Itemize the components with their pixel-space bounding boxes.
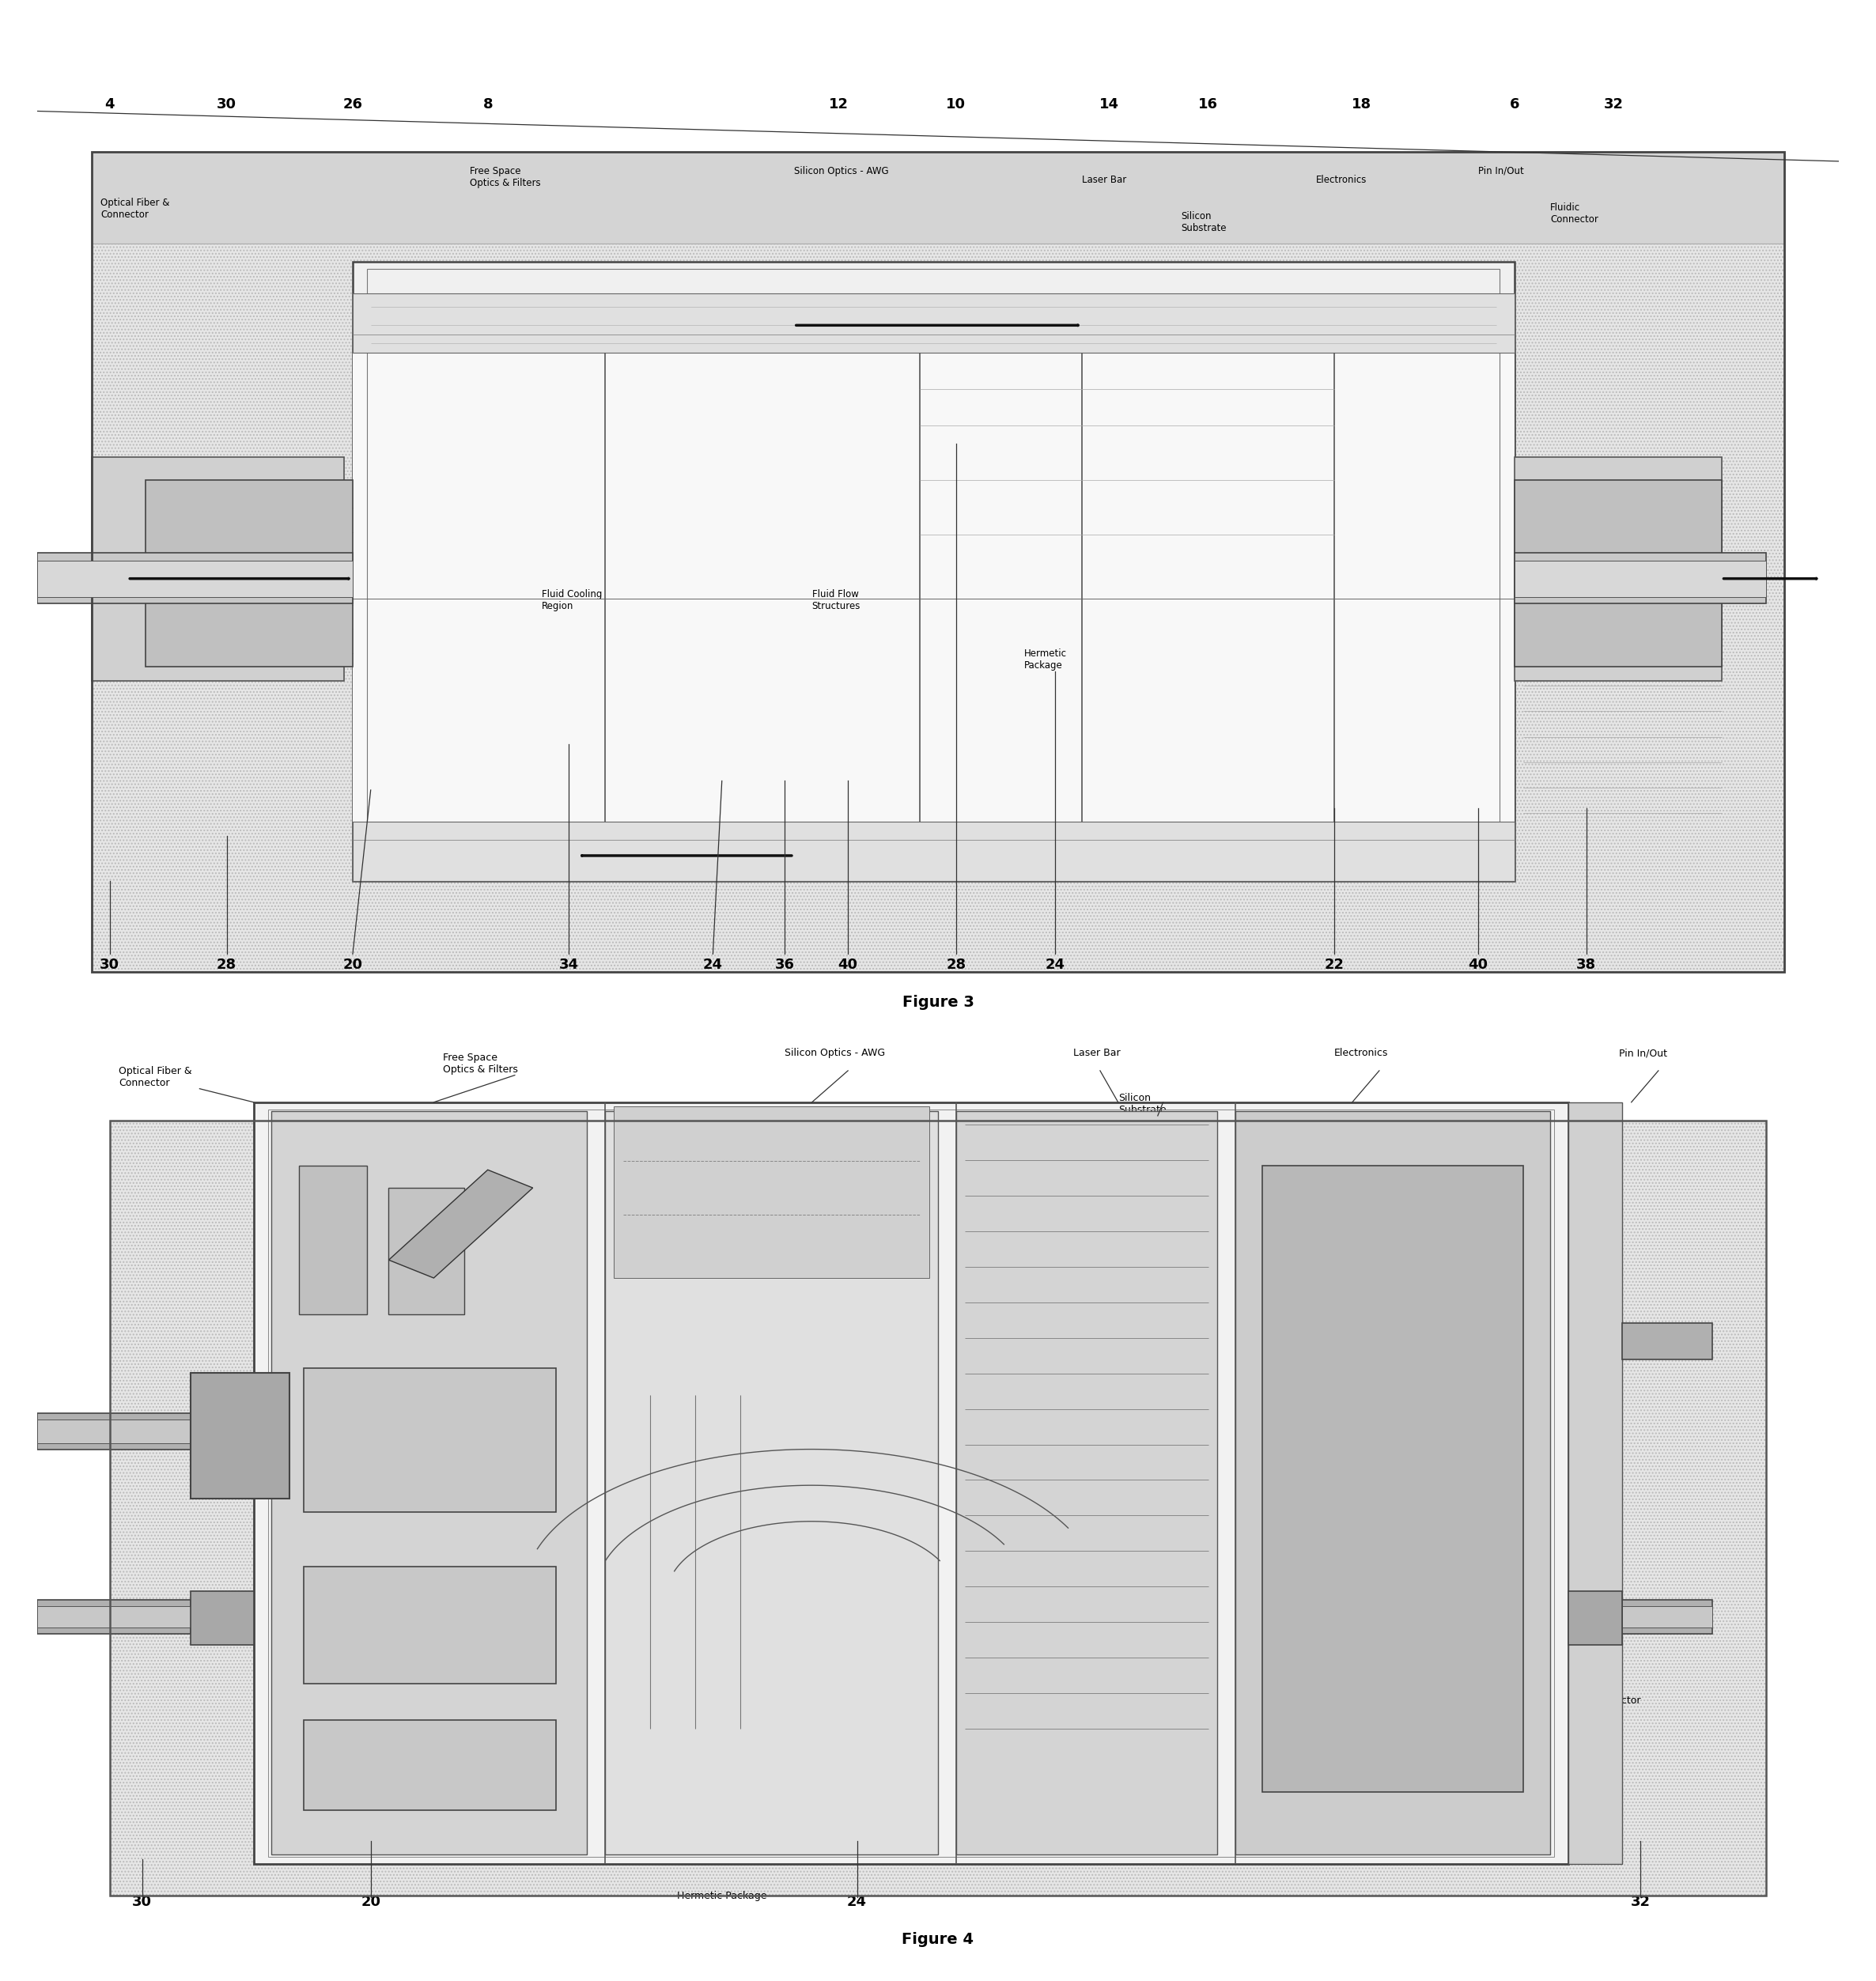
Bar — [191, 1591, 253, 1644]
Text: Figure 4: Figure 4 — [902, 1931, 974, 1947]
Bar — [388, 1189, 465, 1313]
Bar — [253, 1101, 1568, 1864]
Bar — [353, 822, 1514, 882]
Text: 32: 32 — [1630, 1894, 1651, 1910]
Bar — [146, 479, 353, 668]
Bar — [1514, 553, 1767, 604]
Text: Fluidic Connector: Fluidic Connector — [109, 1426, 195, 1436]
Text: 30: 30 — [131, 1894, 152, 1910]
Bar — [298, 1165, 368, 1313]
Bar — [1514, 458, 1722, 681]
Polygon shape — [388, 1171, 533, 1278]
Text: 12: 12 — [829, 97, 848, 111]
Text: Fluidic
Connector: Fluidic Connector — [92, 507, 139, 529]
Text: 20: 20 — [343, 959, 362, 973]
Text: 14: 14 — [1099, 97, 1118, 111]
Text: 16: 16 — [1199, 97, 1218, 111]
Text: 34: 34 — [559, 959, 578, 973]
Text: 26: 26 — [343, 97, 362, 111]
Bar — [1263, 1165, 1523, 1791]
Bar — [1514, 561, 1767, 596]
Text: 4: 4 — [105, 97, 114, 111]
Text: 40: 40 — [1469, 959, 1488, 973]
Text: Silicon
Substrate: Silicon Substrate — [1118, 1094, 1167, 1115]
Text: 18: 18 — [1351, 97, 1371, 111]
Text: Silicon
Substrate: Silicon Substrate — [1182, 212, 1227, 234]
Bar — [604, 1111, 938, 1854]
Bar — [38, 561, 353, 596]
Bar — [38, 1601, 191, 1634]
Text: 30: 30 — [218, 97, 236, 111]
Text: Silicon Optics - AWG: Silicon Optics - AWG — [784, 1048, 885, 1058]
Bar — [1234, 1111, 1550, 1854]
Text: Fluid Flow
Structures: Fluid Flow Structures — [812, 590, 861, 612]
Text: Free Space
Optics & Filters: Free Space Optics & Filters — [443, 1052, 518, 1076]
Text: 24: 24 — [704, 959, 722, 973]
Text: 30: 30 — [99, 959, 120, 973]
Bar — [1623, 1607, 1713, 1628]
Bar — [38, 1420, 253, 1442]
Bar — [109, 1119, 1767, 1896]
Text: Hermetic
Package: Hermetic Package — [1024, 650, 1067, 672]
Bar — [272, 1111, 587, 1854]
Bar — [304, 1369, 555, 1512]
Bar — [38, 1412, 253, 1450]
Bar — [1568, 1101, 1623, 1864]
Bar — [304, 1720, 555, 1811]
Text: 28: 28 — [946, 959, 966, 973]
Text: 22: 22 — [1324, 959, 1343, 973]
Bar — [1623, 1323, 1713, 1359]
Text: 24: 24 — [848, 1894, 867, 1910]
Bar — [1514, 479, 1722, 668]
Text: 28: 28 — [218, 959, 236, 973]
Text: Free Space
Optics & Filters: Free Space Optics & Filters — [469, 166, 540, 188]
Bar — [353, 353, 1514, 822]
Bar — [353, 293, 1514, 353]
Text: Fluidic
Connector: Fluidic Connector — [1591, 1684, 1642, 1706]
Text: Electronics: Electronics — [1317, 174, 1368, 184]
Bar — [613, 1107, 929, 1278]
Bar — [268, 1109, 1553, 1856]
Bar — [1623, 1601, 1713, 1634]
Bar — [38, 1607, 191, 1628]
Bar — [1568, 1591, 1623, 1644]
Bar — [92, 458, 343, 681]
Bar — [92, 153, 1784, 244]
Bar — [957, 1111, 1218, 1854]
Bar — [191, 1373, 289, 1500]
Text: Fluidic
Connector: Fluidic Connector — [1550, 202, 1598, 224]
Text: Pin In/Out: Pin In/Out — [1619, 1048, 1668, 1058]
Text: 20: 20 — [360, 1894, 381, 1910]
Text: Optical Fiber &
Connector: Optical Fiber & Connector — [101, 198, 169, 220]
Bar — [109, 1119, 1767, 1896]
Bar — [38, 553, 353, 604]
Text: 6: 6 — [1510, 97, 1520, 111]
Text: 40: 40 — [839, 959, 857, 973]
Text: Hermetic Package: Hermetic Package — [677, 1892, 767, 1902]
Bar — [304, 1567, 555, 1684]
Text: 8: 8 — [482, 97, 493, 111]
Text: 24: 24 — [1045, 959, 1066, 973]
Text: 38: 38 — [1576, 959, 1596, 973]
Text: 10: 10 — [946, 97, 966, 111]
Text: Electronics: Electronics — [1334, 1048, 1388, 1058]
Text: Laser Bar: Laser Bar — [1082, 174, 1127, 184]
Text: Fluid Cooling
Region: Fluid Cooling Region — [542, 590, 602, 612]
Text: Pin In/Out: Pin In/Out — [1478, 166, 1523, 176]
Text: 36: 36 — [775, 959, 795, 973]
Text: Silicon Optics - AWG: Silicon Optics - AWG — [794, 166, 889, 176]
Text: Optical Fiber &
Connector: Optical Fiber & Connector — [118, 1066, 191, 1088]
Bar — [368, 269, 1501, 874]
Text: Laser Bar: Laser Bar — [1073, 1048, 1120, 1058]
Text: Figure 3: Figure 3 — [902, 994, 974, 1010]
Bar — [353, 261, 1514, 882]
Text: 32: 32 — [1604, 97, 1623, 111]
